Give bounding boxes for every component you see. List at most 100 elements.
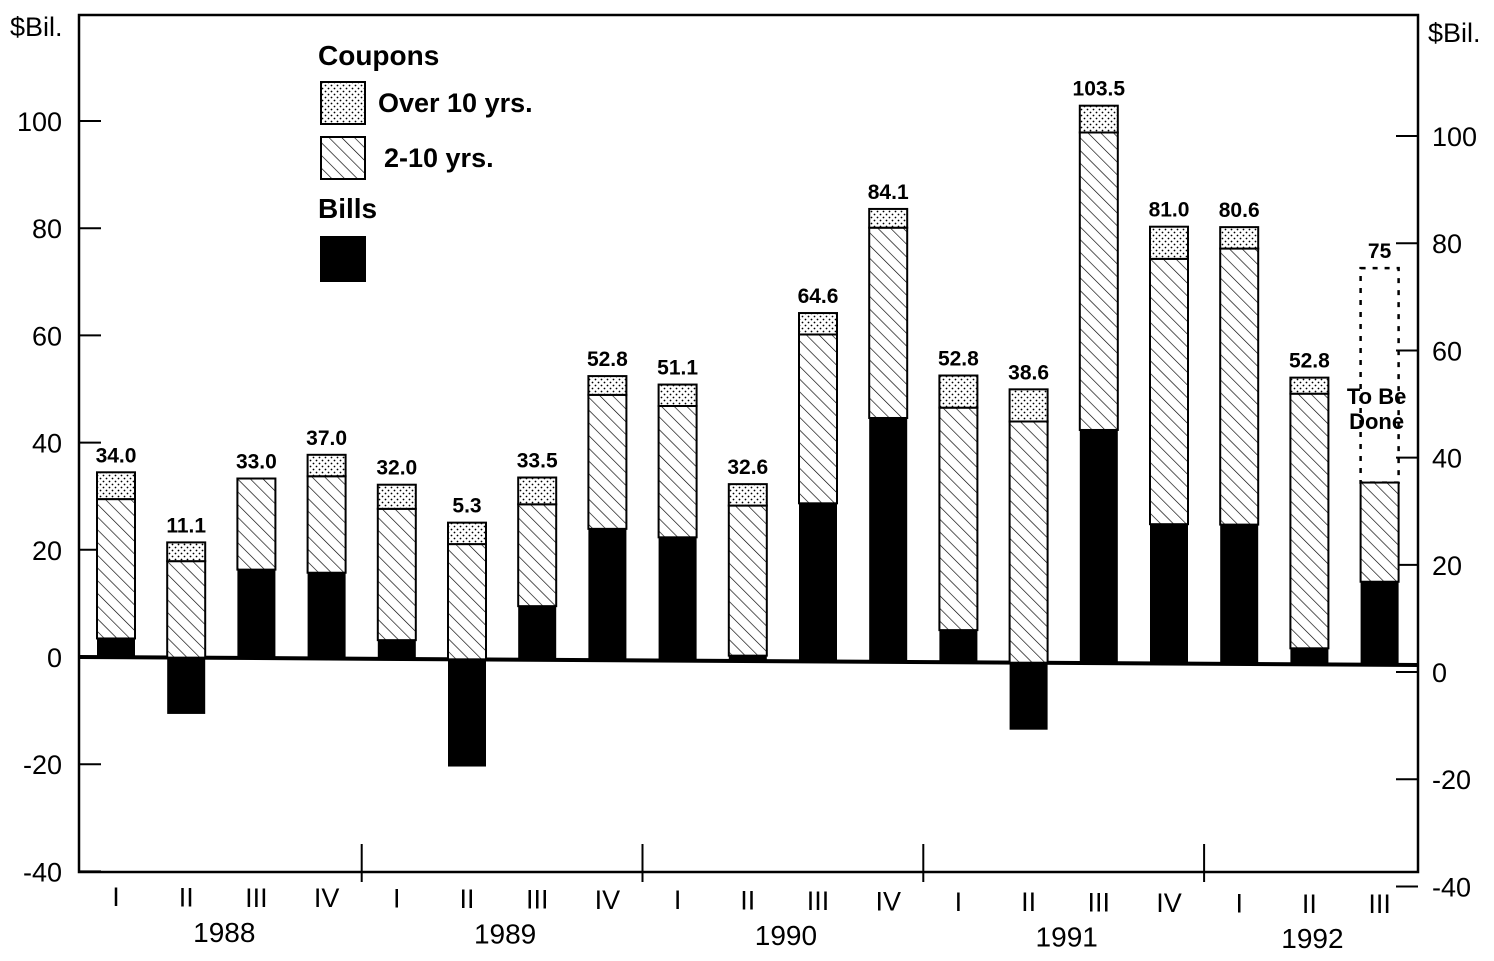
bar-bills: [728, 655, 767, 662]
right-tick-label: -20: [1432, 765, 1471, 795]
to-be-done-note: To Be: [1347, 384, 1406, 409]
bar-total-label: 11.1: [166, 514, 206, 537]
bar-over10: [306, 453, 347, 478]
legend-2-10-label: 2-10 yrs.: [384, 143, 494, 173]
bar-2-10: [587, 393, 628, 530]
bar-bills: [658, 537, 697, 661]
right-tick-label: 80: [1432, 229, 1462, 259]
bar-group: [657, 383, 698, 661]
left-tick-label: 40: [32, 429, 62, 459]
quarter-label: I: [1235, 888, 1243, 918]
year-label: 1992: [1281, 923, 1343, 954]
bar-2-10: [1359, 481, 1400, 583]
planned-outline: [1359, 266, 1400, 484]
bar-total-label: 52.8: [938, 348, 979, 371]
quarter-label: III: [807, 886, 830, 916]
bar-2-10: [868, 226, 909, 419]
bar-over10: [657, 383, 698, 407]
left-tick-label: 60: [32, 321, 62, 351]
bar-2-10: [376, 507, 417, 642]
bar-total-label: 84.1: [868, 181, 909, 204]
year-label: 1989: [474, 919, 536, 950]
right-tick-label: -40: [1432, 872, 1471, 902]
bar-2-10: [166, 560, 207, 659]
quarter-label: III: [526, 884, 549, 914]
quarter-label: III: [245, 883, 268, 913]
bar-bills: [799, 503, 837, 662]
right-tick-label: 0: [1432, 658, 1447, 688]
bar-total-label: 34.0: [96, 444, 137, 467]
bar-total-label: 33.0: [236, 451, 277, 474]
quarter-label: IV: [595, 885, 621, 915]
right-tick-label: 20: [1432, 551, 1462, 581]
bar-group: [96, 471, 136, 658]
bar-2-10: [306, 475, 347, 574]
bar-total-label: 52.8: [1289, 350, 1330, 373]
quarter-label: II: [1302, 889, 1317, 919]
legend: Coupons Over 10 yrs. 2-10 yrs. Bills: [318, 40, 533, 282]
left-tick-label: 20: [32, 536, 62, 566]
quarter-label: I: [112, 882, 120, 912]
quarter-label: IV: [875, 886, 901, 916]
bar-bills: [939, 630, 978, 663]
legend-over10-swatch: [320, 81, 366, 125]
bar-bills: [237, 569, 276, 659]
bar-2-10: [1008, 420, 1049, 664]
bar-group: [1219, 226, 1260, 664]
bar-2-10: [236, 477, 277, 571]
quarter-label: III: [1368, 889, 1391, 919]
legend-over10-label: Over 10 yrs.: [378, 88, 533, 118]
bar-2-10: [96, 498, 136, 640]
bar-over10: [1289, 376, 1330, 395]
year-label: 1988: [193, 917, 255, 948]
bar-group: [938, 374, 979, 663]
bar-2-10: [1289, 392, 1330, 650]
quarter-label: III: [1088, 888, 1111, 918]
bar-group: [1008, 388, 1049, 730]
bar-bills: [588, 528, 627, 661]
bar-group: [868, 207, 909, 662]
quarter-label: II: [459, 884, 474, 914]
left-tick-label: 100: [17, 107, 62, 137]
bar-bills: [869, 417, 908, 662]
bar-group: [1359, 266, 1400, 665]
bar-group: [376, 483, 417, 659]
bar-2-10: [798, 333, 838, 505]
quarter-label: I: [393, 884, 401, 914]
bar-total-label: 32.6: [727, 456, 768, 479]
quarter-label: I: [955, 887, 963, 917]
bar-group: [1289, 376, 1330, 665]
legend-bills-heading: Bills: [318, 193, 377, 224]
legend-2-10-swatch: [320, 136, 366, 180]
bar-total-label: 32.0: [376, 457, 417, 480]
bar-over10: [166, 541, 207, 563]
bar-total-label: 64.6: [798, 285, 839, 308]
bar-2-10: [727, 504, 768, 657]
bar-group: [517, 476, 558, 660]
bar-over10: [587, 375, 628, 396]
bar-over10: [868, 207, 909, 229]
quarter-label: II: [740, 886, 755, 916]
bar-bills: [307, 572, 346, 659]
bar-group: [166, 541, 207, 714]
bar-total-label: 51.1: [657, 357, 698, 380]
bar-total-label: 5.3: [452, 495, 481, 518]
bar-bills: [1150, 524, 1188, 664]
to-be-done-note: Done: [1349, 409, 1404, 434]
right-unit-label: $Bil.: [1428, 18, 1481, 48]
year-label: 1991: [1036, 922, 1098, 953]
bar-over10: [517, 476, 558, 506]
bar-over10: [376, 483, 417, 510]
bar-bills: [167, 657, 206, 714]
bar-bills: [1360, 581, 1399, 665]
bar-total-label: 80.6: [1219, 199, 1260, 222]
year-label: 1990: [755, 920, 817, 951]
zero-baseline: [78, 655, 1419, 668]
bar-over10: [727, 483, 768, 507]
right-tick-label: 40: [1432, 444, 1462, 474]
bar-total-label: 37.0: [306, 427, 347, 450]
bar-2-10: [1078, 131, 1119, 431]
bar-group: [306, 453, 347, 659]
bar-bills: [448, 659, 486, 767]
